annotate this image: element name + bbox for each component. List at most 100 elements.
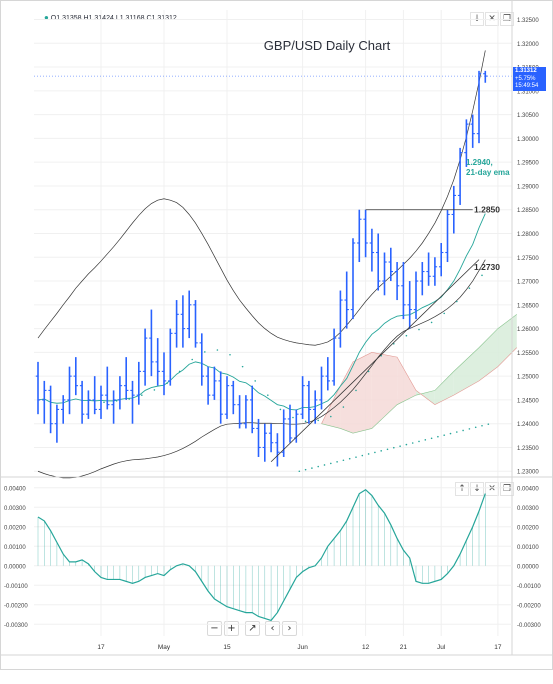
- sub-move-down-button[interactable]: ↓: [470, 482, 484, 496]
- osc-y-tick-left: -0.00100: [4, 584, 28, 590]
- zoom-in-button[interactable]: +: [224, 621, 239, 636]
- annotations: 1.2940,21-day ema 1.2850 1.2730: [34, 75, 512, 463]
- sma-dot: [380, 354, 383, 357]
- price-tag: 1.31312 +5.75% 15:49:54: [513, 67, 546, 91]
- sma-dot: [355, 389, 357, 392]
- lagging-dot: [418, 440, 420, 443]
- lagging-dot: [443, 434, 446, 436]
- lagging-dot: [342, 459, 345, 462]
- main-move-down-button[interactable]: ↓: [470, 12, 484, 26]
- sma-dot: [153, 389, 156, 391]
- sma-dot: [204, 351, 206, 353]
- y-tick-label: 1.28000: [517, 232, 539, 238]
- ema-annotation-label: 21-day ema: [466, 168, 510, 177]
- osc-y-tick-right: 0.00200: [517, 525, 539, 531]
- osc-y-tick-left: 0.00300: [4, 506, 26, 512]
- y-tick-label: 1.28500: [517, 208, 539, 214]
- lower-band-line: [37, 259, 486, 479]
- y-tick-label: 1.25000: [517, 375, 539, 381]
- y-tick-label: 1.27500: [517, 256, 539, 262]
- main-close-button[interactable]: ✕: [485, 12, 499, 26]
- y-tick-label: 1.26000: [517, 327, 539, 333]
- x-tick-label: 21: [400, 644, 408, 651]
- cloud-segment: [434, 371, 454, 405]
- osc-y-tick-left: -0.00300: [4, 623, 28, 629]
- sma-dot: [468, 287, 471, 289]
- cloud-span-a: [321, 314, 517, 434]
- sma-dot: [229, 353, 231, 356]
- osc-y-tick-right: -0.00300: [517, 623, 541, 629]
- y-tick-label: 1.29500: [517, 161, 539, 167]
- x-tick-label: May: [158, 644, 171, 651]
- resistance-annotation: 1.2850: [474, 205, 500, 215]
- sub-move-up-button[interactable]: ↑: [455, 482, 469, 496]
- lagging-dot: [456, 431, 458, 433]
- lagging-dot: [298, 470, 301, 473]
- osc-y-tick-right: 0.00100: [517, 545, 539, 551]
- ohlc-header: ● O1.31358 H1.31424 L1.31168 C1.31312: [44, 13, 177, 22]
- x-tick-label: 17: [97, 644, 105, 651]
- lagging-dot: [437, 435, 439, 438]
- lagging-dot: [380, 450, 383, 452]
- sma-dot: [216, 349, 219, 351]
- outer-frame: [0, 0, 553, 670]
- price-tag-time: 15:49:54: [515, 83, 539, 89]
- lagging-dot: [361, 454, 364, 457]
- scroll-right-button[interactable]: ›: [282, 621, 297, 636]
- axes: 1.325001.320001.315001.310001.305001.300…: [0, 0, 553, 670]
- lagging-dot: [367, 453, 370, 455]
- y-tick-label: 1.30500: [517, 113, 539, 119]
- y-tick-label: 1.32000: [517, 42, 539, 48]
- indicator-lines: [37, 50, 490, 479]
- zoom-out-button[interactable]: −: [207, 621, 222, 636]
- candles: [35, 70, 488, 467]
- cloud-segment: [497, 314, 517, 367]
- sma-dot: [267, 394, 269, 396]
- y-tick-label: 1.29000: [517, 184, 539, 190]
- sub-maximize-button[interactable]: ❐: [500, 482, 514, 496]
- main-maximize-button[interactable]: ❐: [500, 12, 514, 26]
- lagging-dot: [468, 428, 471, 430]
- ohlc-open: O1.31358: [50, 15, 82, 22]
- x-tick-label: 17: [494, 644, 502, 651]
- y-tick-label: 1.26500: [517, 303, 539, 309]
- x-tick-label: 15: [223, 644, 231, 651]
- x-tick-label: 12: [362, 644, 370, 651]
- lagging-dot: [374, 451, 376, 454]
- sma-dot: [304, 420, 307, 423]
- sma-dot: [317, 419, 320, 422]
- oscillator-pane: 0.00400 0.00300 0.00200 0.00100 0.00000 -0.00…: [4, 486, 541, 629]
- sma-dot: [418, 328, 420, 331]
- sma-dot: [393, 343, 395, 345]
- chart-title: GBP/USD Daily Chart: [264, 38, 391, 53]
- sma-dot: [141, 394, 143, 396]
- lagging-dot: [311, 467, 313, 469]
- osc-y-tick-left: 0.00400: [4, 486, 26, 492]
- cloud-segment: [321, 385, 341, 429]
- cloud-segment: [416, 390, 435, 405]
- cloud-segment: [479, 328, 498, 381]
- ohlc-high: H1.31424: [83, 15, 114, 22]
- sma-dot: [128, 398, 130, 400]
- osc-y-tick-right: 0.00300: [517, 506, 539, 512]
- sma-dot: [330, 415, 332, 418]
- sub-close-button[interactable]: ✕: [485, 482, 499, 496]
- series-marker: ●: [44, 13, 49, 22]
- lagging-dot: [348, 457, 351, 460]
- lagging-dot: [317, 465, 320, 468]
- sma-dot: [279, 408, 282, 411]
- osc-y-tick-left: 0.00200: [4, 525, 26, 531]
- lagging-dot: [424, 439, 427, 441]
- sma-dot: [166, 382, 168, 385]
- ema-line: [37, 213, 486, 411]
- grid: [34, 10, 512, 636]
- sma-dot: [241, 365, 244, 368]
- sma-dot: [292, 416, 294, 419]
- y-tick-label: 1.24500: [517, 398, 539, 404]
- sma-dot: [430, 321, 433, 324]
- y-tick-label: 1.23500: [517, 446, 539, 452]
- lagging-dot: [405, 443, 408, 446]
- scroll-left-button[interactable]: ‹: [265, 621, 280, 636]
- reset-zoom-button[interactable]: ↗: [245, 621, 260, 636]
